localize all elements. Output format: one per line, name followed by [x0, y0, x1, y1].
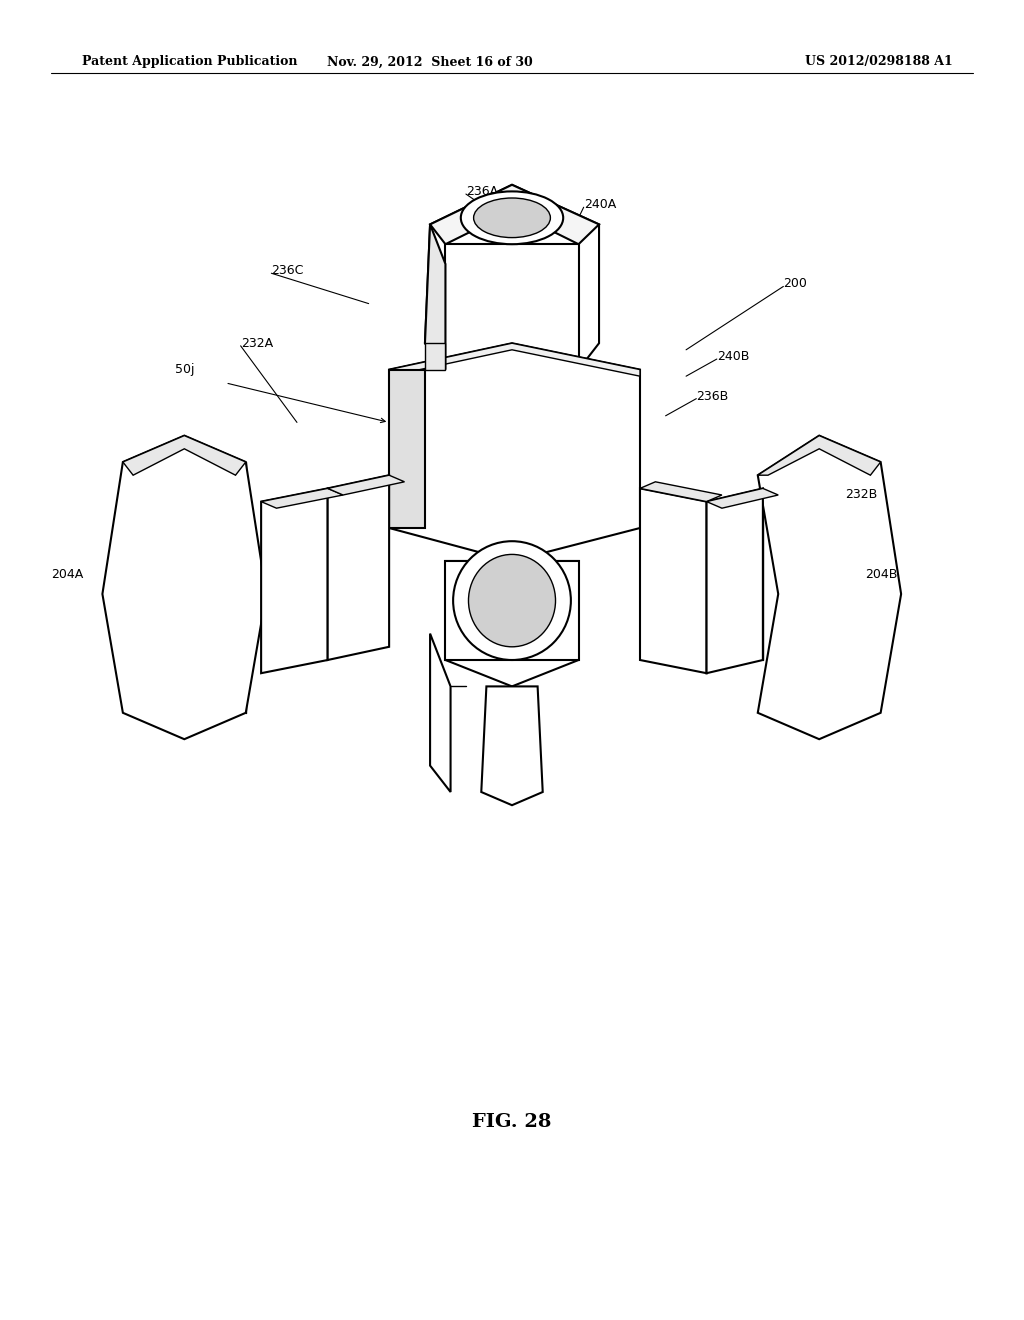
- Polygon shape: [445, 244, 579, 370]
- Polygon shape: [481, 686, 543, 805]
- Polygon shape: [425, 185, 599, 370]
- Text: 240B: 240B: [717, 350, 750, 363]
- Polygon shape: [430, 185, 599, 244]
- Text: 204B: 204B: [865, 568, 898, 581]
- Text: Patent Application Publication: Patent Application Publication: [82, 55, 297, 69]
- Text: FIG. 28: FIG. 28: [472, 1113, 552, 1131]
- Polygon shape: [707, 488, 778, 508]
- Polygon shape: [328, 475, 404, 495]
- Polygon shape: [707, 488, 763, 673]
- Ellipse shape: [473, 198, 551, 238]
- Text: 232B: 232B: [845, 488, 877, 502]
- Polygon shape: [328, 475, 389, 660]
- Text: 236B: 236B: [696, 389, 728, 403]
- Polygon shape: [640, 488, 707, 673]
- Polygon shape: [102, 436, 266, 739]
- Text: 232A: 232A: [241, 337, 272, 350]
- Polygon shape: [389, 370, 425, 528]
- Text: Nov. 29, 2012  Sheet 16 of 30: Nov. 29, 2012 Sheet 16 of 30: [328, 55, 532, 69]
- Ellipse shape: [453, 541, 571, 660]
- Text: US 2012/0298188 A1: US 2012/0298188 A1: [805, 55, 952, 69]
- Polygon shape: [261, 488, 343, 508]
- Text: 204A: 204A: [51, 568, 83, 581]
- Polygon shape: [445, 561, 579, 660]
- Polygon shape: [389, 343, 640, 561]
- Text: 240C: 240C: [445, 224, 478, 238]
- Text: 236C: 236C: [271, 264, 304, 277]
- Text: 240A: 240A: [584, 198, 615, 211]
- Polygon shape: [425, 224, 445, 370]
- Ellipse shape: [461, 191, 563, 244]
- Text: 200: 200: [783, 277, 807, 290]
- Polygon shape: [389, 343, 640, 376]
- Polygon shape: [123, 436, 246, 475]
- Text: 50j: 50j: [175, 363, 195, 376]
- Polygon shape: [758, 436, 901, 739]
- Polygon shape: [430, 634, 451, 792]
- Polygon shape: [758, 436, 881, 475]
- Ellipse shape: [469, 554, 555, 647]
- Polygon shape: [445, 561, 579, 686]
- Text: 236A: 236A: [466, 185, 498, 198]
- Polygon shape: [640, 482, 722, 502]
- Polygon shape: [261, 488, 328, 673]
- Polygon shape: [425, 343, 445, 370]
